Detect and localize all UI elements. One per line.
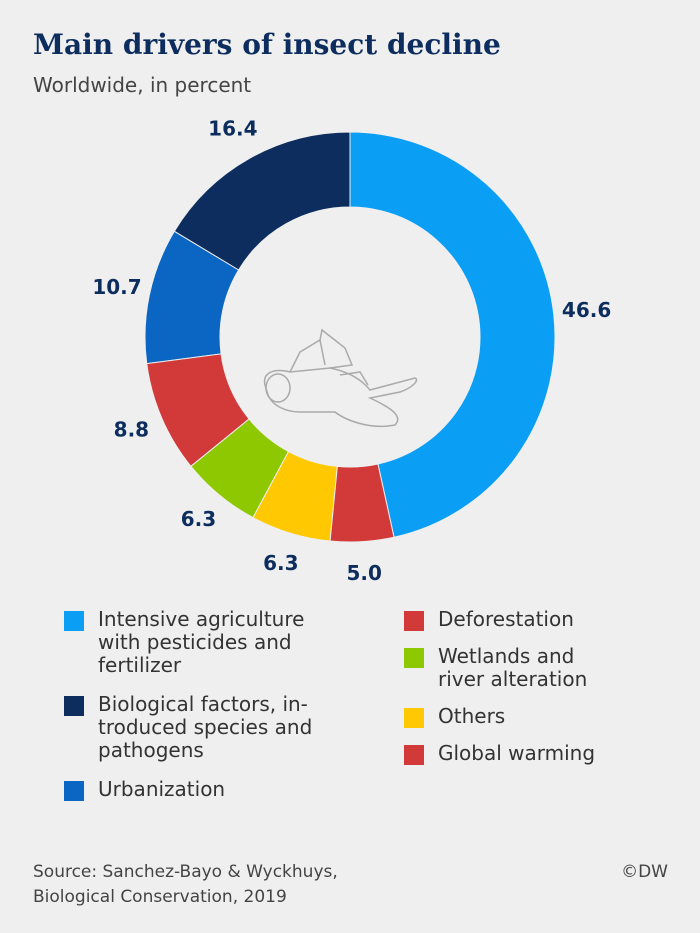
chart: 46.6 16.4 10.7 8.8 6.3 6.3 5.0 <box>92 116 611 585</box>
legend-item: Intensive agriculture with pesticides an… <box>64 608 312 677</box>
legend-swatch <box>404 611 424 631</box>
legend-swatch <box>64 696 84 716</box>
legend-label: Biological factors, in- troduced species… <box>98 692 313 762</box>
legend-swatch <box>404 648 424 668</box>
value-label: 6.3 <box>263 551 298 575</box>
value-label: 46.6 <box>562 298 611 322</box>
value-label: 6.3 <box>181 507 216 531</box>
value-label: 10.7 <box>92 275 141 299</box>
chart-title: Main drivers of insect decline <box>33 28 501 61</box>
legend-swatch <box>404 708 424 728</box>
legend-item: Deforestation <box>404 608 595 631</box>
legend: Deforestation Wetlands and river alterati… <box>404 608 595 779</box>
credit: ©DW <box>621 862 668 882</box>
legend-label: Intensive agriculture with pesticides an… <box>98 607 305 677</box>
donut-slice <box>349 131 556 538</box>
legend-label: Urbanization <box>98 777 226 801</box>
source: Source: Sanchez-Bayo & Wyckhuys, Biologic… <box>33 860 338 910</box>
fly-illustration <box>263 328 418 428</box>
chart-subtitle: Worldwide, in percent <box>33 73 252 97</box>
legend-swatch <box>64 611 84 631</box>
value-label: 8.8 <box>114 418 149 442</box>
donut-slice <box>329 463 395 543</box>
legend: Intensive agriculture with pesticides an… <box>64 608 312 817</box>
legend-item: Wetlands and river alteration <box>404 645 595 691</box>
legend-label: Global warming <box>438 741 596 765</box>
value-label: 5.0 <box>346 561 381 585</box>
legend-label: Deforestation <box>438 607 574 631</box>
source-line: Biological Conservation, 2019 <box>33 887 287 907</box>
legend-item: Biological factors, in- troduced species… <box>64 693 312 762</box>
legend-item: Others <box>404 705 595 728</box>
value-label: 16.4 <box>208 116 257 140</box>
legend-item: Global warming <box>404 742 595 765</box>
legend-item: Urbanization <box>64 778 312 801</box>
legend-label: Wetlands and river alteration <box>438 644 588 691</box>
legend-label: Others <box>438 704 506 728</box>
legend-swatch <box>404 745 424 765</box>
source-line: Source: Sanchez-Bayo & Wyckhuys, <box>33 862 338 882</box>
legend-swatch <box>64 781 84 801</box>
